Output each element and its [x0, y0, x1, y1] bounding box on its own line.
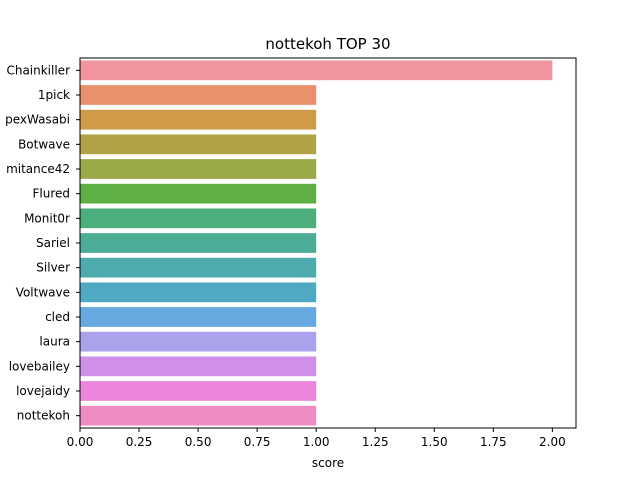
y-tick-label: Chainkiller [6, 63, 70, 77]
bar-7 [80, 233, 317, 253]
x-tick-label: 1.50 [421, 435, 448, 449]
x-tick-label: 0.50 [185, 435, 212, 449]
y-tick-label: laura [39, 335, 70, 349]
y-tick-label: Monit0r [24, 211, 70, 225]
bar-14 [80, 405, 317, 426]
bar-10 [80, 307, 317, 327]
bar-13 [80, 381, 317, 401]
bar-12 [80, 356, 317, 377]
y-tick-label: 1pick [38, 88, 70, 102]
y-tick-label: Silver [36, 261, 70, 275]
bar-3 [80, 134, 317, 155]
y-tick-label: Sariel [36, 236, 70, 250]
x-tick-label: 0.00 [67, 435, 94, 449]
y-tick-label: Botwave [18, 137, 70, 151]
bars-group [80, 60, 553, 426]
bar-8 [80, 257, 317, 278]
x-tick-label: 2.00 [539, 435, 566, 449]
x-tick-label: 0.75 [244, 435, 271, 449]
y-tick-labels: Chainkiller 1pick pexWasabi Botwave mitance4… [5, 63, 80, 423]
y-tick-label: lovebailey [9, 359, 70, 373]
bar-6 [80, 208, 317, 229]
y-tick-label: cled [45, 310, 70, 324]
chart-title: nottekoh TOP 30 [265, 35, 390, 53]
x-tick-label: 1.00 [303, 435, 330, 449]
y-tick-label: Flured [32, 187, 70, 201]
y-tick-label: nottekoh [17, 409, 70, 423]
bar-0 [80, 60, 553, 81]
x-ticks: 0.00 0.25 0.50 0.75 1.00 1.25 1.50 1.75 2.00 [67, 428, 566, 449]
y-tick-label: Voltwave [16, 285, 70, 299]
x-tick-label: 1.75 [480, 435, 507, 449]
plot-frame [79, 57, 577, 429]
y-tick-label: mitance42 [6, 162, 70, 176]
x-axis-label: score [312, 456, 344, 470]
bar-2 [80, 109, 317, 130]
y-tick-label: lovejaidy [16, 384, 70, 398]
x-tick-label: 0.25 [126, 435, 153, 449]
bar-1 [80, 85, 317, 105]
bar-11 [80, 331, 317, 352]
bar-4 [80, 159, 317, 179]
x-tick-label: 1.25 [362, 435, 389, 449]
bar-9 [80, 282, 317, 303]
y-tick-label: pexWasabi [5, 113, 70, 127]
bar-5 [80, 183, 317, 204]
